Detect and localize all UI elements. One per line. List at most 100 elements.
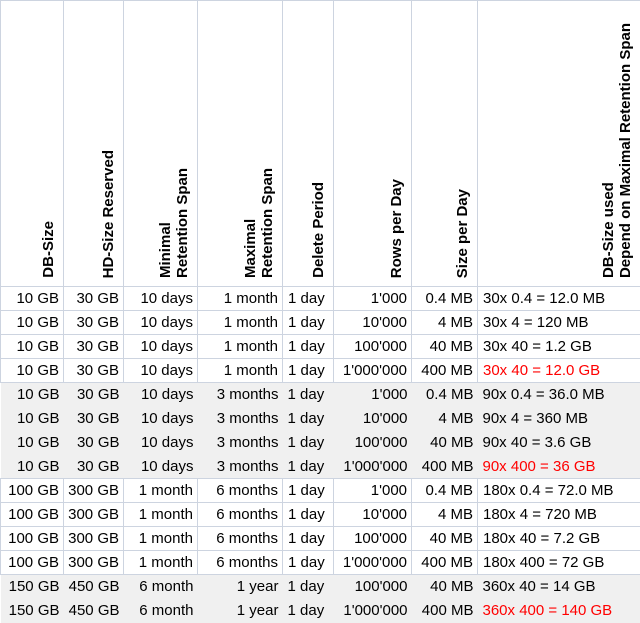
table-cell: 30 GB xyxy=(63,358,124,383)
table-cell: 90x 4 = 360 MB xyxy=(477,406,640,431)
table-row: 10 GB 30 GB 10 days 3 months 1 day 10'000 4 MB… xyxy=(0,406,640,431)
column-header-db-size-used: DB-Size used Depend on Maximal Retention… xyxy=(477,0,640,287)
table-cell: 10'000 xyxy=(333,502,412,527)
table-cell: 1 month xyxy=(123,502,198,527)
column-header-rows-per-day: Rows per Day xyxy=(333,0,412,287)
table-row: 10 GB 30 GB 10 days 3 months 1 day 1'000'000 4… xyxy=(0,454,640,479)
table-row: 150 GB 450 GB 6 month 1 year 1 day 100'000 40 … xyxy=(0,574,640,599)
table-cell: 1'000'000 xyxy=(333,598,412,623)
table-cell: 400 MB xyxy=(411,454,478,479)
table-row: 10 GB 30 GB 10 days 3 months 1 day 1'000 0.4 M… xyxy=(0,382,640,407)
table-cell: 30x 40 = 1.2 GB xyxy=(477,334,640,359)
table-cell: 90x 0.4 = 36.0 MB xyxy=(477,382,640,407)
table-row: 150 GB 450 GB 6 month 1 year 1 day 1'000'000 4… xyxy=(0,598,640,623)
table-cell: 40 MB xyxy=(411,526,478,551)
table-cell: 1 month xyxy=(123,550,198,575)
table-cell: 450 GB xyxy=(63,574,124,599)
table-cell: 1 day xyxy=(282,478,334,503)
table-cell: 40 MB xyxy=(411,574,478,599)
table-row: 10 GB 30 GB 10 days 1 month 1 day 100'000 40 M… xyxy=(0,334,640,359)
column-header-maximal-retention-span: Maximal Retention Span xyxy=(197,0,283,287)
table-cell: 1 day xyxy=(282,382,334,407)
table-cell: 3 months xyxy=(197,406,283,431)
table-cell: 300 GB xyxy=(63,502,124,527)
table-cell: 300 GB xyxy=(63,478,124,503)
table-cell: 30x 4 = 120 MB xyxy=(477,310,640,335)
column-header-label: Size per Day xyxy=(454,188,471,278)
table-row: 10 GB 30 GB 10 days 1 month 1 day 1'000 0.4 MB… xyxy=(0,286,640,311)
table-cell: 30x 40 = 12.0 GB xyxy=(477,358,640,383)
column-header-minimal-retention-span: Minimal Retention Span xyxy=(123,0,198,287)
table-cell: 10'000 xyxy=(333,310,412,335)
table-cell: 10 days xyxy=(123,334,198,359)
table-cell: 1 day xyxy=(282,598,334,623)
table-row: 100 GB 300 GB 1 month 6 months 1 day 1'000 0.4… xyxy=(0,478,640,503)
table-cell: 1 month xyxy=(197,358,283,383)
table-cell: 10 days xyxy=(123,286,198,311)
table-cell: 3 months xyxy=(197,454,283,479)
table-cell: 400 MB xyxy=(411,598,478,623)
table-cell: 10 GB xyxy=(0,382,64,407)
table-row: 10 GB 30 GB 10 days 1 month 1 day 1'000'000 40… xyxy=(0,358,640,383)
column-header-label: Delete Period xyxy=(310,182,327,278)
table-cell: 1'000 xyxy=(333,478,412,503)
table-cell: 1 day xyxy=(282,358,334,383)
table-cell: 10 GB xyxy=(0,358,64,383)
table-cell: 30 GB xyxy=(63,454,124,479)
column-header-label: DB-Size used Depend on Maximal Retention… xyxy=(600,22,634,278)
table-cell: 1 day xyxy=(282,550,334,575)
table-cell: 100'000 xyxy=(333,430,412,455)
table-cell: 4 MB xyxy=(411,502,478,527)
table-cell: 1 month xyxy=(197,334,283,359)
table-cell: 90x 400 = 36 GB xyxy=(477,454,640,479)
table-cell: 100'000 xyxy=(333,334,412,359)
table-cell: 0.4 MB xyxy=(411,382,478,407)
table-row: 100 GB 300 GB 1 month 6 months 1 day 1'000'00… xyxy=(0,550,640,575)
table-cell: 4 MB xyxy=(411,406,478,431)
table-cell: 300 GB xyxy=(63,550,124,575)
table-cell: 30 GB xyxy=(63,406,124,431)
column-header-label: HD-Size Reserved xyxy=(100,149,117,278)
table-body: 10 GB 30 GB 10 days 1 month 1 day 1'000 0.4 MB… xyxy=(0,286,640,623)
table-cell: 1 day xyxy=(282,334,334,359)
table-cell: 10 GB xyxy=(0,406,64,431)
table-cell: 150 GB xyxy=(0,574,64,599)
table-cell: 180x 4 = 720 MB xyxy=(477,502,640,527)
table-cell: 90x 40 = 3.6 GB xyxy=(477,430,640,455)
table-cell: 1 day xyxy=(282,526,334,551)
column-header-label: Maximal Retention Span xyxy=(242,167,276,278)
table-cell: 1 month xyxy=(197,310,283,335)
table-cell: 1 day xyxy=(282,430,334,455)
table-cell: 6 months xyxy=(197,550,283,575)
table-cell: 10 days xyxy=(123,358,198,383)
column-header-label: DB-Size xyxy=(40,221,57,278)
table-cell: 6 months xyxy=(197,478,283,503)
table-cell: 180x 0.4 = 72.0 MB xyxy=(477,478,640,503)
table-row: 100 GB 300 GB 1 month 6 months 1 day 10'000 4 … xyxy=(0,502,640,527)
table-cell: 40 MB xyxy=(411,334,478,359)
table-cell: 360x 40 = 14 GB xyxy=(477,574,640,599)
column-header-size-per-day: Size per Day xyxy=(411,0,478,287)
table-cell: 1 day xyxy=(282,574,334,599)
table-cell: 0.4 MB xyxy=(411,286,478,311)
table-cell: 10 GB xyxy=(0,286,64,311)
table-cell: 100'000 xyxy=(333,526,412,551)
table-cell: 150 GB xyxy=(0,598,64,623)
table-cell: 1'000'000 xyxy=(333,454,412,479)
table-cell: 450 GB xyxy=(63,598,124,623)
table-cell: 6 month xyxy=(123,598,198,623)
table-cell: 6 months xyxy=(197,502,283,527)
table-cell: 1 year xyxy=(197,574,283,599)
table-cell: 1'000 xyxy=(333,382,412,407)
table-cell: 3 months xyxy=(197,430,283,455)
table-cell: 10 days xyxy=(123,406,198,431)
table-cell: 4 MB xyxy=(411,310,478,335)
table-cell: 100'000 xyxy=(333,574,412,599)
table-cell: 1 month xyxy=(197,286,283,311)
table-cell: 1 day xyxy=(282,286,334,311)
table-cell: 10 GB xyxy=(0,454,64,479)
table-cell: 1 day xyxy=(282,406,334,431)
table-cell: 180x 40 = 7.2 GB xyxy=(477,526,640,551)
table-cell: 6 month xyxy=(123,574,198,599)
